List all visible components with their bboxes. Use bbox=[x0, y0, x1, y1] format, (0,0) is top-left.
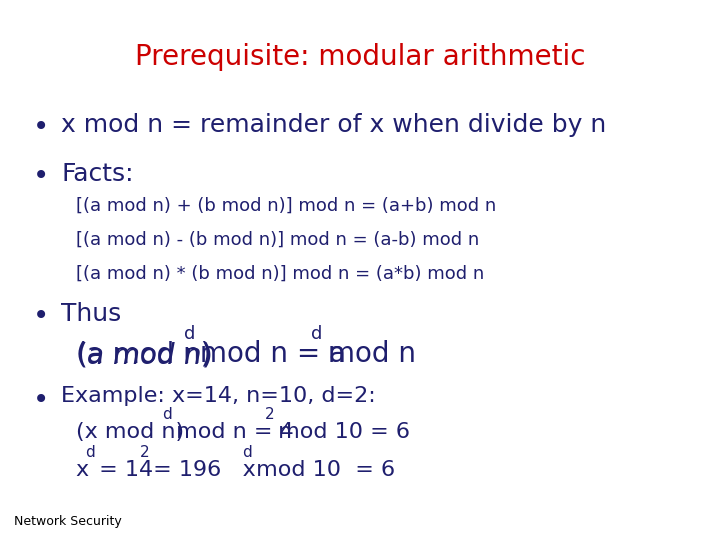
Text: 2: 2 bbox=[265, 407, 274, 422]
Text: mod n = 4: mod n = 4 bbox=[168, 422, 293, 442]
Text: x mod n = remainder of x when divide by n: x mod n = remainder of x when divide by … bbox=[61, 113, 606, 137]
Text: d: d bbox=[184, 325, 195, 343]
Text: [(a mod n) + (b mod n)] mod n = (a+b) mod n: [(a mod n) + (b mod n)] mod n = (a+b) mo… bbox=[76, 197, 496, 215]
Text: •: • bbox=[32, 386, 49, 414]
Text: mod 10 = 6: mod 10 = 6 bbox=[271, 422, 410, 442]
Text: •: • bbox=[32, 162, 49, 190]
Text: $(a\ mod\ n)$: $(a\ mod\ n)$ bbox=[76, 340, 211, 369]
Text: mod n: mod n bbox=[319, 340, 416, 368]
Text: [(a mod n) - (b mod n)] mod n = (a-b) mod n: [(a mod n) - (b mod n)] mod n = (a-b) mo… bbox=[76, 231, 479, 249]
Text: [(a mod n) * (b mod n)] mod n = (a*b) mod n: [(a mod n) * (b mod n)] mod n = (a*b) mo… bbox=[76, 265, 484, 283]
Text: Facts:: Facts: bbox=[61, 162, 134, 186]
Text: (x mod n): (x mod n) bbox=[76, 422, 184, 442]
Text: (a mod n): (a mod n) bbox=[76, 340, 211, 368]
Text: = 196   x: = 196 x bbox=[146, 460, 256, 480]
Text: d: d bbox=[162, 407, 172, 422]
Text: = 14: = 14 bbox=[92, 460, 153, 480]
Text: 2: 2 bbox=[140, 445, 150, 460]
Text: d: d bbox=[243, 445, 252, 460]
Text: Thus: Thus bbox=[61, 302, 122, 326]
Text: •: • bbox=[32, 302, 49, 330]
Text: Prerequisite: modular arithmetic: Prerequisite: modular arithmetic bbox=[135, 43, 585, 71]
Text: Network Security: Network Security bbox=[14, 515, 122, 528]
Text: mod n = a: mod n = a bbox=[192, 340, 346, 368]
Text: x: x bbox=[76, 460, 89, 480]
Text: Example: x=14, n=10, d=2:: Example: x=14, n=10, d=2: bbox=[61, 386, 376, 406]
Text: d: d bbox=[85, 445, 95, 460]
Text: mod 10  = 6: mod 10 = 6 bbox=[249, 460, 395, 480]
Text: •: • bbox=[32, 113, 49, 141]
Text: d: d bbox=[311, 325, 323, 343]
